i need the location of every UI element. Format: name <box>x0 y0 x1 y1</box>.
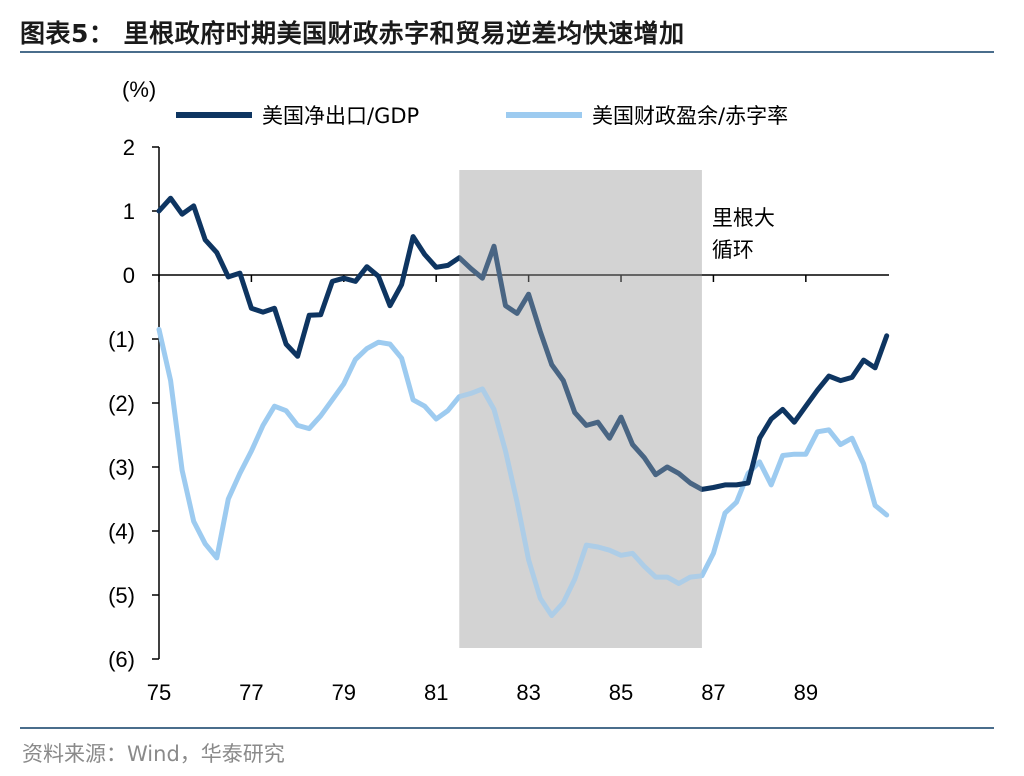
x-tick-label: 79 <box>332 680 356 705</box>
y-tick-label: (6) <box>108 647 135 672</box>
series-line-fiscal-balance <box>156 326 890 618</box>
y-tick-label: (4) <box>108 519 135 544</box>
legend: 美国净出口/GDP 美国财政盈余/赤字率 <box>176 104 788 128</box>
source-rule <box>20 727 994 729</box>
y-unit-label: (%) <box>122 77 156 102</box>
x-tick-label: 81 <box>424 680 448 705</box>
y-tick-label: (5) <box>108 583 135 608</box>
legend-label-fiscal-balance: 美国财政盈余/赤字率 <box>592 104 788 128</box>
legend-label-net-exports: 美国净出口/GDP <box>262 104 419 128</box>
x-tick-label: 75 <box>147 680 171 705</box>
y-tick-label: (2) <box>108 391 135 416</box>
title-rule <box>20 51 994 53</box>
y-tick-label: 2 <box>123 135 135 160</box>
y-tick-label: (3) <box>108 455 135 480</box>
x-tick-label: 77 <box>239 680 263 705</box>
x-tick-label: 87 <box>701 680 725 705</box>
y-axis-ticks: 2 1 0 (1) (2) (3) (4) (5) (6) <box>108 135 159 672</box>
series-lines <box>156 170 890 648</box>
y-tick-label: 0 <box>123 263 135 288</box>
y-tick-label: 1 <box>123 199 135 224</box>
y-tick-label: (1) <box>108 327 135 352</box>
x-axis-ticks: 75 77 79 81 83 85 87 89 <box>147 275 818 705</box>
series-line-net-exports <box>156 195 890 492</box>
figure-title: 图表5： 里根政府时期美国财政赤字和贸易逆差均快速增加 <box>20 19 685 48</box>
shading-label-line-2: 循环 <box>712 238 754 262</box>
x-tick-label: 89 <box>794 680 818 705</box>
source-note: 资料来源：Wind，华泰研究 <box>22 742 285 766</box>
x-tick-label: 83 <box>516 680 540 705</box>
x-tick-label: 85 <box>609 680 633 705</box>
shading-label-line-1: 里根大 <box>712 206 775 230</box>
shading-overlay <box>459 170 702 648</box>
